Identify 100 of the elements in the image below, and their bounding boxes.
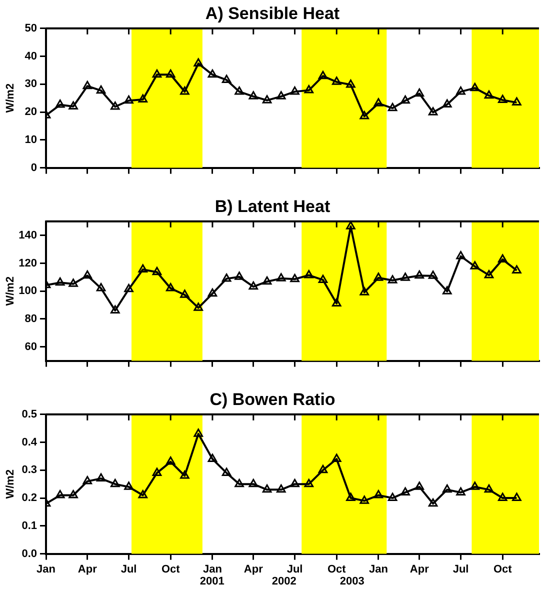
y-tick-label: 0 — [30, 162, 37, 174]
x-tick-label: Jul — [452, 563, 469, 576]
point — [276, 91, 286, 100]
point — [304, 270, 314, 278]
x-tick-label: Jul — [120, 563, 137, 576]
text: 2003 — [340, 575, 364, 588]
point — [222, 468, 232, 476]
y-tick-label: 100 — [18, 285, 37, 298]
point — [484, 270, 494, 278]
x-tick-label: Jul — [286, 563, 303, 576]
x-tick-label: Oct — [493, 563, 512, 576]
point — [428, 107, 438, 116]
point — [194, 428, 204, 437]
point — [332, 76, 342, 85]
x-tick-label: Oct — [161, 563, 180, 576]
point — [68, 101, 78, 110]
point — [248, 281, 258, 290]
point — [414, 88, 424, 97]
chart-title: A) Sensible Heat — [205, 4, 340, 23]
y-tick-label: 0.0 — [22, 548, 37, 560]
point — [374, 98, 384, 106]
y-tick-label: 20 — [24, 106, 37, 118]
point — [152, 468, 162, 476]
point — [360, 110, 370, 120]
x-tick-label: Apr — [410, 563, 430, 576]
point — [152, 266, 162, 276]
point — [484, 90, 494, 99]
x-tick-label: Apr — [244, 563, 264, 576]
point — [484, 484, 494, 493]
y-tick-label: 0.2 — [22, 492, 37, 504]
point — [180, 290, 190, 298]
y-axis-title: W/m2 — [4, 83, 17, 113]
point — [414, 270, 424, 279]
point — [68, 490, 78, 498]
point — [166, 283, 176, 292]
point — [400, 487, 410, 496]
point — [138, 264, 148, 272]
point — [456, 86, 466, 95]
point — [55, 277, 65, 286]
y-axis-title: W/m2 — [4, 469, 17, 499]
y-axis-title: W/m2 — [4, 276, 17, 306]
y-tick-label: 120 — [18, 257, 37, 270]
y-tick-label: 0.1 — [22, 520, 37, 532]
point — [374, 272, 384, 281]
point — [318, 274, 328, 283]
point — [82, 270, 92, 279]
point — [248, 478, 258, 488]
text: 2001 — [200, 575, 224, 588]
y-tick-label: 30 — [24, 78, 37, 90]
point — [498, 492, 508, 502]
chart-title: C) Bowen Ratio — [210, 390, 336, 409]
y-tick-label: 80 — [24, 313, 37, 326]
x-tick-label: Oct — [327, 563, 346, 576]
point — [428, 270, 438, 279]
point — [332, 454, 342, 462]
point — [442, 484, 452, 493]
point — [208, 69, 218, 78]
x-tick-label: Jan — [36, 563, 56, 576]
point — [318, 464, 328, 474]
point — [512, 97, 522, 106]
point — [208, 288, 218, 297]
point — [234, 478, 244, 488]
y-tick-label: 140 — [18, 229, 37, 242]
point — [456, 487, 466, 496]
chart-title: B) Latent Heat — [214, 196, 330, 216]
point — [110, 305, 120, 314]
point — [470, 261, 480, 270]
point — [234, 86, 244, 95]
point — [290, 478, 300, 488]
point — [124, 482, 134, 490]
point — [124, 95, 134, 104]
point — [194, 302, 204, 311]
point — [498, 94, 508, 104]
point — [276, 484, 286, 493]
point — [180, 470, 190, 479]
point — [290, 86, 300, 95]
point — [222, 273, 232, 282]
y-tick-label: 40 — [24, 50, 37, 62]
point — [346, 492, 356, 502]
point — [346, 79, 356, 88]
point — [512, 492, 522, 502]
point — [138, 94, 148, 102]
point — [68, 278, 78, 287]
point — [374, 490, 384, 498]
point — [180, 86, 190, 95]
point — [360, 287, 370, 296]
point — [262, 95, 272, 104]
point — [276, 273, 286, 282]
point — [388, 275, 398, 284]
point — [290, 274, 300, 282]
point — [470, 82, 480, 92]
y-tick-label: 0.5 — [22, 408, 37, 420]
y-tick-label: 0.4 — [22, 436, 38, 448]
point — [124, 284, 134, 292]
x-tick-label: Jan — [368, 563, 388, 576]
point — [222, 74, 232, 83]
point — [248, 91, 258, 100]
point — [166, 456, 176, 465]
point — [304, 85, 314, 94]
point — [498, 254, 508, 262]
